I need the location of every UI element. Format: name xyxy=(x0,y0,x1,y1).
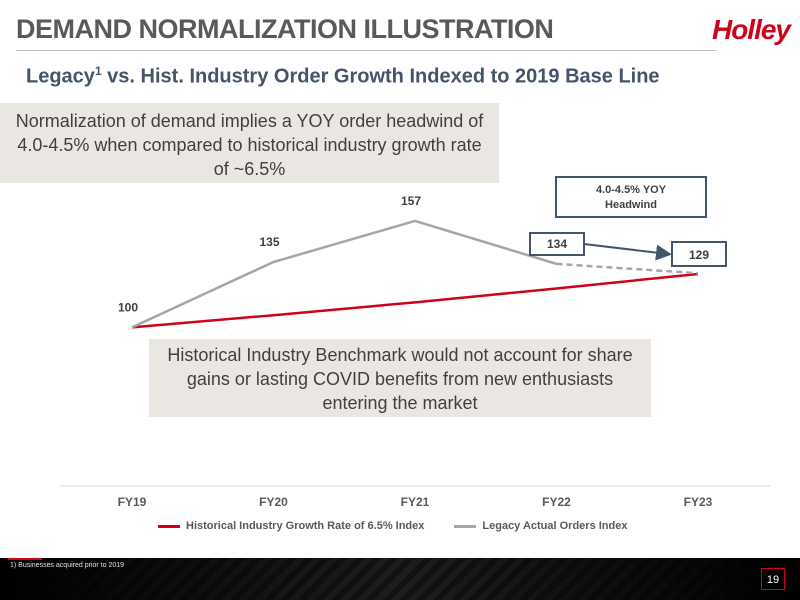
data-label-fy22: 134 xyxy=(547,237,567,251)
title-divider xyxy=(16,50,716,51)
chart-subtitle: Legacy1 vs. Hist. Industry Order Growth … xyxy=(26,64,660,89)
subtitle-main: Legacy xyxy=(26,65,95,88)
headwind-line-1: 4.0-4.5% YOY xyxy=(595,184,667,196)
data-label-fy21: 157 xyxy=(401,194,421,208)
page-title: DEMAND NORMALIZATION ILLUSTRATION xyxy=(16,14,554,44)
legend-swatch-legacy xyxy=(454,524,477,528)
footnote: 1) Businesses acquired prior to 2019 xyxy=(10,562,125,569)
legend-label-legacy: Legacy Actual Orders Index xyxy=(482,520,628,532)
legend-label-historical: Historical Industry Growth Rate of 6.5% … xyxy=(186,520,425,532)
normalization-callout: Normalization of demand implies a YOY or… xyxy=(0,103,499,183)
x-tick-label-fy22: FY22 xyxy=(542,495,571,509)
x-tick-label-fy19: FY19 xyxy=(118,495,147,509)
legend-item-historical: Historical Industry Growth Rate of 6.5% … xyxy=(158,520,424,532)
headwind-callout-box: 4.0-4.5% YOY Headwind xyxy=(555,176,707,218)
headwind-arrow xyxy=(583,243,672,261)
series-line-historical xyxy=(131,272,699,329)
x-tick-label-fy20: FY20 xyxy=(259,495,288,509)
line-chart: FY19 FY20 FY21 FY22 FY23 100 135 157 134 129 xyxy=(60,194,770,509)
data-label-fy19: 100 xyxy=(118,300,138,314)
subtitle-rest: vs. Hist. Industry Order Growth Indexed … xyxy=(101,65,660,88)
series-line-legacy xyxy=(131,219,557,329)
legend-swatch-historical xyxy=(158,524,180,528)
headwind-line-2: Headwind xyxy=(605,199,657,211)
holley-logo: Holley xyxy=(711,14,791,45)
x-tick-label-fy23: FY23 xyxy=(684,495,713,509)
footer-band xyxy=(0,558,800,600)
subtitle-footnote-marker: 1 xyxy=(94,64,102,78)
chart-legend: Historical Industry Growth Rate of 6.5% … xyxy=(158,520,627,532)
benchmark-callout: Historical Industry Benchmark would not … xyxy=(149,339,651,417)
legacy-projection-line xyxy=(556,262,699,275)
footnote-divider xyxy=(8,558,42,560)
data-label-box-fy23 xyxy=(671,241,727,267)
x-tick-label-fy21: FY21 xyxy=(401,495,430,509)
data-label-fy20: 135 xyxy=(259,235,279,249)
legend-item-legacy: Legacy Actual Orders Index xyxy=(454,520,627,532)
data-label-fy23: 129 xyxy=(689,248,709,262)
page-number: 19 xyxy=(761,568,785,590)
